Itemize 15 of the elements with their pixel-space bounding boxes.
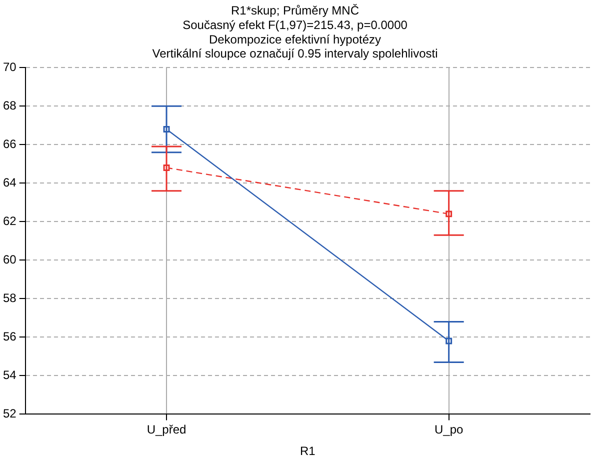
x-tick-label: U_před bbox=[146, 422, 186, 437]
y-tick-label: 64 bbox=[2, 175, 17, 190]
chart-subtitle: Současný efekt F(1,97)=215.43, p=0.0000 Dekompozice efektivní hypotézy Vertikální sloupce označují 0.95 intervaly spolehlivosti bbox=[152, 18, 438, 61]
y-tick-label: 60 bbox=[2, 252, 17, 266]
y-tick-label: 52 bbox=[2, 406, 17, 421]
y-tick-label: 68 bbox=[2, 98, 17, 112]
y-tick-label: 54 bbox=[2, 368, 17, 382]
y-tick-label: 70 bbox=[2, 60, 17, 74]
y-tick-label: 66 bbox=[2, 136, 17, 151]
y-tick-label: 58 bbox=[2, 290, 17, 305]
x-axis-title: R1 bbox=[300, 444, 316, 458]
y-tick-label: 56 bbox=[2, 329, 17, 344]
y-tick-label: 62 bbox=[2, 214, 17, 228]
chart-title: R1*skup; Průměry MNČ bbox=[230, 4, 360, 18]
x-tick-label: U_po bbox=[434, 422, 464, 437]
